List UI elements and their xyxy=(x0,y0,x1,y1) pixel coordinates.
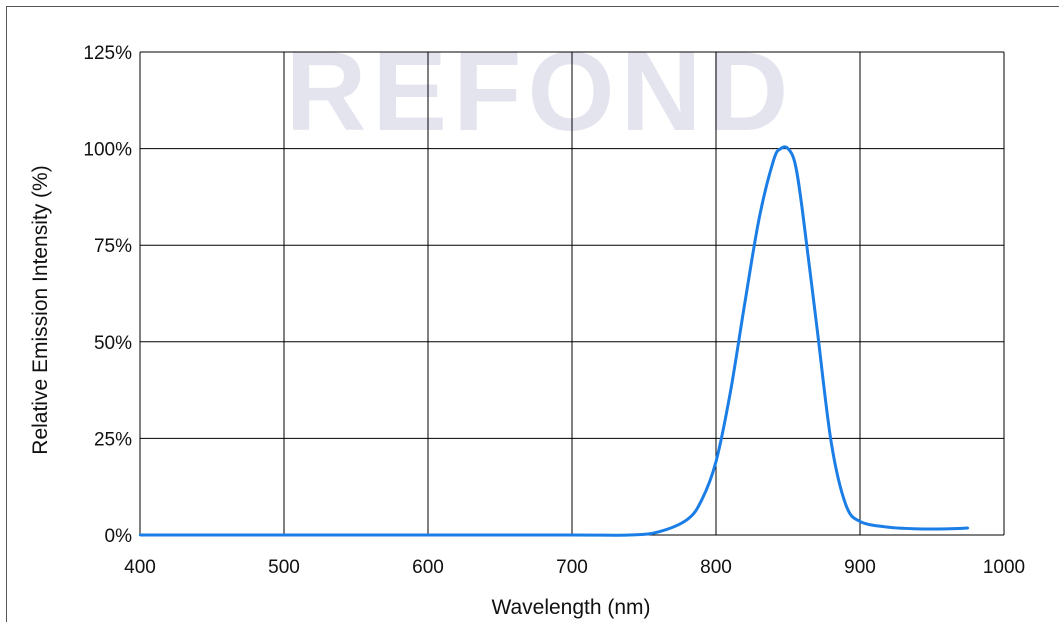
emission-curve-point xyxy=(830,441,833,444)
emission-curve-point xyxy=(570,533,574,537)
emission-curve-point xyxy=(282,533,286,537)
emission-curve-point xyxy=(916,527,919,531)
emission-curve-point xyxy=(786,147,790,150)
emission-curve-point xyxy=(743,301,746,305)
emission-curve-point xyxy=(686,518,689,521)
emission-curve-point xyxy=(772,158,775,162)
emission-curve-point xyxy=(779,147,782,150)
y-tick-label: 100% xyxy=(83,140,132,161)
y-tick-label: 125% xyxy=(83,43,132,64)
x-tick-label: 900 xyxy=(844,557,876,578)
tick-labels: 400 500 600 700 800 900 1000 0% 25% 50% 75% 100% 125… xyxy=(83,43,1025,578)
series-layer xyxy=(138,145,970,537)
y-tick-label: 50% xyxy=(94,333,132,354)
emission-curve-point xyxy=(945,527,948,531)
emission-curve-point xyxy=(426,533,430,537)
x-tick-label: 500 xyxy=(268,557,300,578)
x-tick-label: 600 xyxy=(412,557,444,578)
grid-layer xyxy=(139,51,1005,536)
emission-curve-line xyxy=(140,145,969,537)
emission-curve-point xyxy=(657,530,660,534)
emission-curve-point xyxy=(815,325,818,328)
y-tick-label: 0% xyxy=(105,526,133,547)
emission-curve-point xyxy=(729,390,732,394)
x-axis-title: Wavelength (nm) xyxy=(491,596,650,619)
emission-curve-point xyxy=(714,460,718,463)
emission-curve-point xyxy=(844,502,847,506)
chart-frame xyxy=(6,6,1059,622)
emission-curve-point xyxy=(801,209,804,212)
emission-curve-point xyxy=(138,533,142,537)
emission-curve-point xyxy=(794,162,797,166)
emission-curve-point xyxy=(887,526,890,529)
x-tick-label: 800 xyxy=(700,557,732,578)
x-tick-label: 1000 xyxy=(983,557,1025,578)
emission-curve-point xyxy=(858,520,862,523)
refond-watermark: REFOND xyxy=(286,29,795,154)
emission-curve-point xyxy=(700,499,703,502)
y-axis-title: Relative Emission Intensity (%) xyxy=(29,165,52,454)
y-tick-label: 25% xyxy=(94,429,132,450)
x-tick-label: 400 xyxy=(124,557,156,578)
emission-curve-point xyxy=(758,216,761,220)
emission-curve-point xyxy=(966,526,970,530)
y-tick-label: 75% xyxy=(94,236,132,257)
x-tick-label: 700 xyxy=(556,557,588,578)
emission-curve-point xyxy=(628,533,631,537)
